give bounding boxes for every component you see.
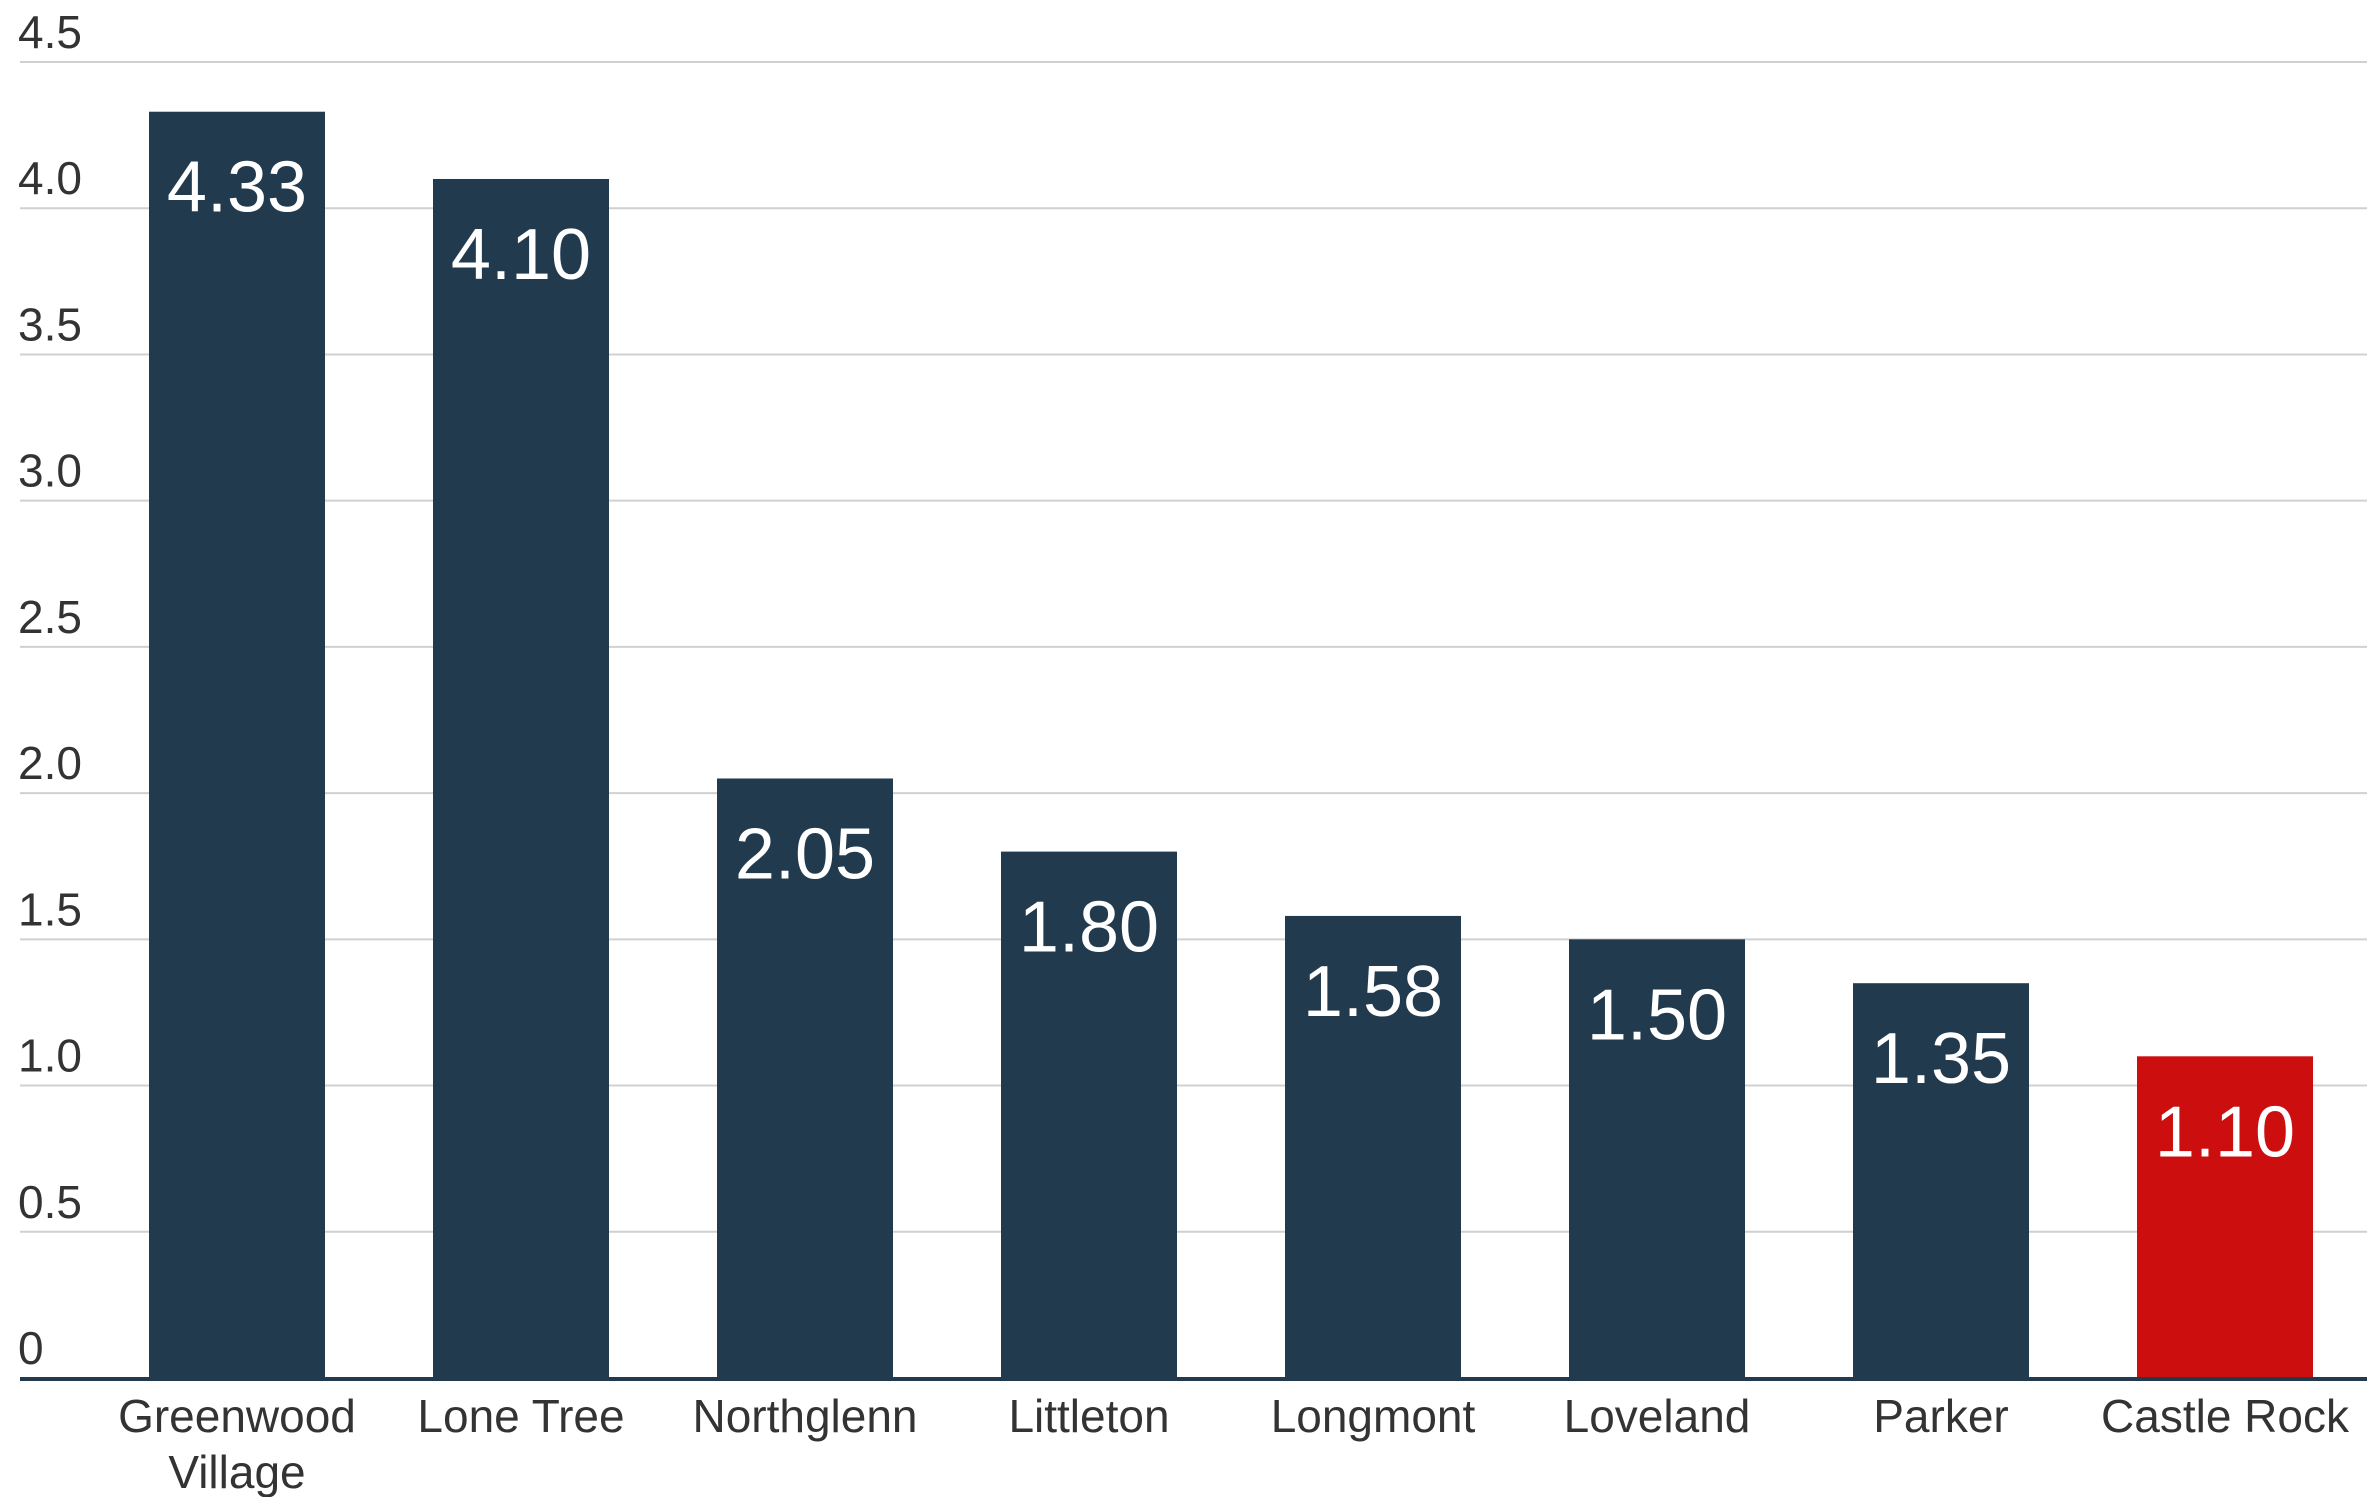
data-label: 1.35 <box>1871 1019 2011 1099</box>
data-label: 4.10 <box>451 215 591 295</box>
data-label: 4.33 <box>167 148 307 228</box>
y-tick-label: 2.0 <box>18 737 82 789</box>
x-tick-label: Castle Rock <box>2101 1390 2350 1442</box>
x-tick-label: Greenwood Village <box>118 1390 356 1497</box>
bar <box>1285 915 1461 1378</box>
y-tick-label: 0 <box>18 1322 44 1374</box>
x-tick-label: Northglenn <box>692 1390 917 1442</box>
gridlines <box>20 61 2367 1233</box>
data-label: 1.10 <box>2155 1092 2295 1172</box>
value-labels: 4.33 4.10 2.05 1.80 1.58 1.50 1.35 1.10 <box>167 148 2295 1173</box>
y-tick-label: 1.0 <box>18 1030 82 1082</box>
y-axis-ticks: 0 0.5 1.0 1.5 2.0 2.5 3.0 3.5 4.0 4.5 <box>18 6 82 1374</box>
x-tick-label: Parker <box>1873 1390 2008 1442</box>
y-tick-label: 4.0 <box>18 152 82 204</box>
x-tick-label: Littleton <box>1008 1390 1169 1442</box>
y-tick-label: 1.5 <box>18 883 82 935</box>
y-tick-label: 0.5 <box>18 1176 82 1228</box>
bar <box>2137 1056 2313 1378</box>
data-label: 1.80 <box>1019 888 1159 968</box>
bars <box>149 111 2313 1378</box>
bar <box>1853 983 2029 1378</box>
bar <box>149 111 325 1378</box>
x-tick-label: Loveland <box>1564 1390 1751 1442</box>
y-tick-label: 3.0 <box>18 445 82 497</box>
y-tick-label: 3.5 <box>18 298 82 350</box>
data-label: 2.05 <box>735 814 875 894</box>
bar <box>1569 939 1745 1378</box>
x-axis-categories: Greenwood Village Lone Tree Northglenn Littl… <box>118 1390 2350 1497</box>
y-tick-label: 4.5 <box>18 6 82 58</box>
x-tick-label: Longmont <box>1271 1390 1476 1442</box>
data-label: 1.58 <box>1303 952 1443 1032</box>
x-tick-label: Lone Tree <box>417 1390 624 1442</box>
y-tick-label: 2.5 <box>18 591 82 643</box>
bar <box>1001 851 1177 1378</box>
data-label: 1.50 <box>1587 975 1727 1055</box>
bar <box>433 178 609 1378</box>
bar <box>717 778 893 1378</box>
